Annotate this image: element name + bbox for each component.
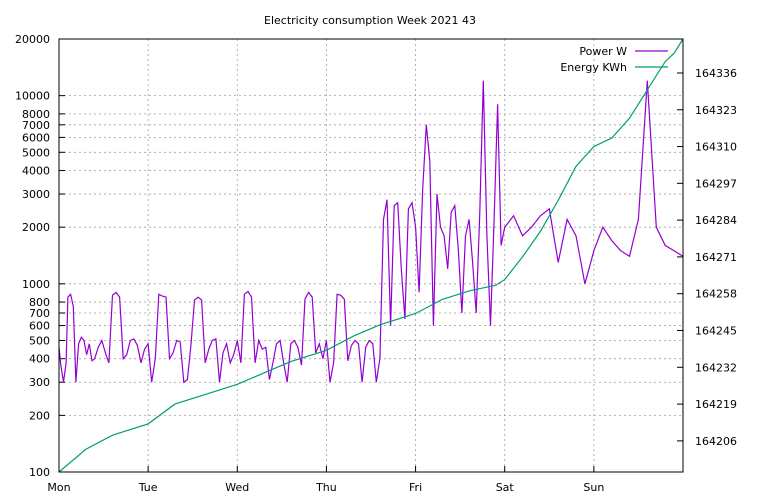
x-tick-label: Sat	[496, 481, 515, 494]
y-left-tick-label: 7000	[22, 119, 50, 132]
y-right-tick-label: 164284	[695, 214, 737, 227]
legend-label: Power W	[579, 45, 627, 58]
y-right-tick-label: 164271	[695, 251, 737, 264]
chart-title: Electricity consumption Week 2021 43	[264, 14, 476, 27]
series-line-energy-kwh	[58, 38, 684, 473]
y-left-tick-label: 4000	[22, 165, 50, 178]
y-left-tick-label: 3000	[22, 188, 50, 201]
y-right-tick-label: 164232	[695, 361, 737, 374]
y-left-tick-label: 8000	[22, 108, 50, 121]
legend: Power W Energy KWh	[560, 45, 668, 74]
y-left-tick-label: 5000	[22, 146, 50, 159]
grid-lines	[58, 38, 683, 473]
x-tick-label: Mon	[47, 481, 70, 494]
legend-label: Energy KWh	[560, 61, 627, 74]
y-left-tick-label: 400	[29, 353, 50, 366]
x-tick-label: Fri	[409, 481, 422, 494]
y-left-tick-label: 300	[29, 376, 50, 389]
y-left-tick-label: 700	[29, 307, 50, 320]
y-right-tick-label: 164219	[695, 398, 737, 411]
y-right-tick-label: 164245	[695, 324, 737, 337]
y-right-tick-labels: 164206 164219 164232 164245 164258 164271 1642…	[695, 67, 737, 448]
y-right-tick-label: 164310	[695, 141, 737, 154]
plot-frame	[58, 38, 684, 473]
y-left-tick-label: 20000	[15, 33, 50, 46]
y-right-tick-label: 164297	[695, 177, 737, 190]
x-tick-label: Thu	[315, 481, 337, 494]
series-lines	[58, 38, 684, 473]
x-tick-labels: Mon Tue Wed Thu Fri Sat Sun	[47, 481, 604, 494]
y-left-tick-label: 10000	[15, 90, 50, 103]
y-right-tick-label: 164323	[695, 104, 737, 117]
y-left-tick-label: 2000	[22, 221, 50, 234]
x-tick-label: Sun	[583, 481, 604, 494]
x-tick-label: Wed	[225, 481, 249, 494]
y-left-tick-label: 6000	[22, 131, 50, 144]
y-left-tick-label: 200	[29, 409, 50, 422]
y-right-tick-label: 164258	[695, 288, 737, 301]
y-right-tick-label: 164336	[695, 67, 737, 80]
y-right-tick-label: 164206	[695, 435, 737, 448]
y-left-tick-label: 600	[29, 320, 50, 333]
y-left-tick-label: 1000	[22, 278, 50, 291]
series-line-power-w	[58, 80, 684, 384]
y-left-tick-label: 800	[29, 296, 50, 309]
y-left-tick-label: 500	[29, 334, 50, 347]
y-left-tick-label: 100	[29, 466, 50, 479]
x-tick-label: Tue	[138, 481, 158, 494]
